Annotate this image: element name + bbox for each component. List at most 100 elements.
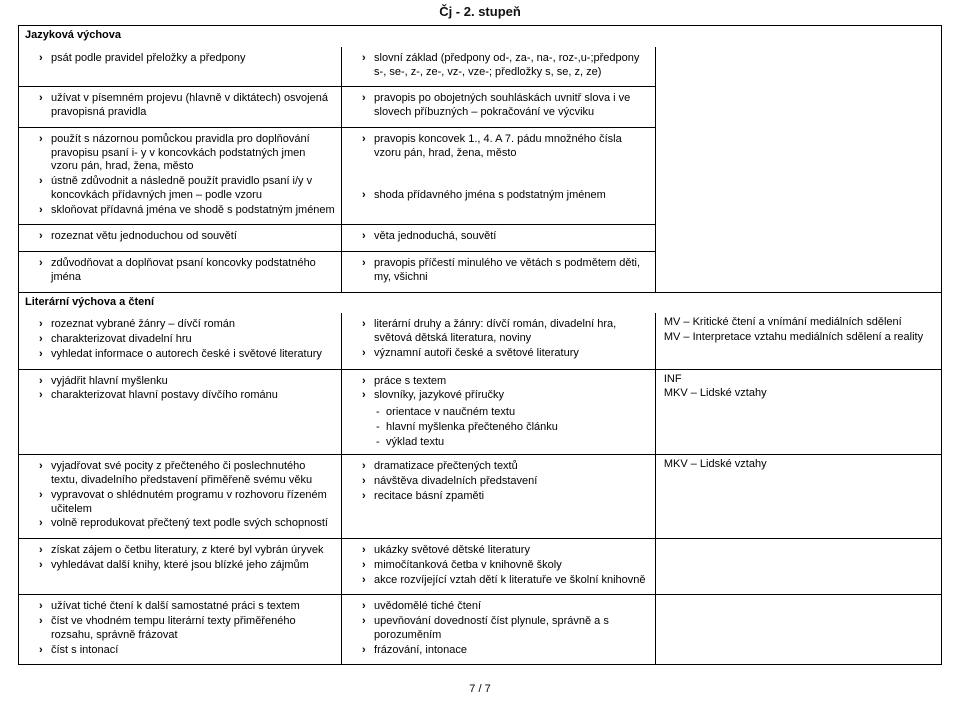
- bullet-list: orientace v naučném textuhlavní myšlenka…: [348, 406, 649, 450]
- cell-topics: věta jednoduchá, souvětí: [342, 225, 656, 252]
- bullet-list: literární druhy a žánry: dívčí román, di…: [348, 318, 649, 361]
- doc-header: Čj - 2. stupeň: [18, 4, 942, 19]
- plain-line: MKV – Lidské vztahy: [664, 458, 935, 473]
- bullet-item: slovníky, jazykové příručky: [362, 389, 649, 404]
- cell-outcomes: rozeznat větu jednoduchou od souvětí: [19, 225, 342, 252]
- page-number: 7 / 7: [18, 683, 942, 695]
- plain-line: MKV – Lidské vztahy: [664, 387, 935, 402]
- bullet-item: ukázky světové dětské literatury: [362, 544, 649, 559]
- bullet-item: vyhledat informace o autorech české i sv…: [39, 348, 335, 363]
- bullet-item: rozeznat větu jednoduchou od souvětí: [39, 230, 335, 245]
- bullet-item: významní autoři české a světové literatu…: [362, 347, 649, 362]
- bullet-item: literární druhy a žánry: dívčí román, di…: [362, 318, 649, 347]
- bullet-list: práce s textemslovníky, jazykové příručk…: [348, 375, 649, 405]
- plain-lines: MKV – Lidské vztahy: [662, 458, 935, 473]
- bullet-item: vyjadřovat své pocity z přečteného či po…: [39, 460, 335, 489]
- bullet-item: mimočítanková četba v knihovně školy: [362, 559, 649, 574]
- bullet-list: použít s názornou pomůckou pravidla pro …: [25, 133, 335, 219]
- cell-topics: práce s textemslovníky, jazykové příručk…: [342, 369, 656, 455]
- cell-topics: ukázky světové dětské literaturymimočíta…: [342, 539, 656, 595]
- cell-crosslinks: MV – Kritické čtení a vnímání mediálních…: [655, 313, 941, 369]
- section-heading: Literární výchova a čtení: [19, 292, 942, 313]
- bullet-item: upevňování dovedností číst plynule, sprá…: [362, 615, 649, 644]
- plain-lines: INFMKV – Lidské vztahy: [662, 373, 935, 403]
- bullet-item: skloňovat přídavná jména ve shodě s pods…: [39, 204, 335, 219]
- bullet-item: věta jednoduchá, souvětí: [362, 230, 649, 245]
- cell-crosslinks: [655, 127, 941, 225]
- plain-line: MV – Interpretace vztahu mediálních sděl…: [664, 331, 935, 346]
- bullet-item: zdůvodňovat a doplňovat psaní koncovky p…: [39, 257, 335, 286]
- bullet-item: orientace v naučném textu: [376, 406, 649, 421]
- bullet-list: získat zájem o četbu literatury, z které…: [25, 544, 335, 574]
- bullet-list: věta jednoduchá, souvětí: [348, 230, 649, 245]
- bullet-item: práce s textem: [362, 375, 649, 390]
- bullet-item: akce rozvíjející vztah dětí k literatuře…: [362, 574, 649, 589]
- bullet-list: psát podle pravidel přeložky a předpony: [25, 52, 335, 67]
- bullet-item: pravopis příčestí minulého ve větách s p…: [362, 257, 649, 286]
- plain-line: MV – Kritické čtení a vnímání mediálních…: [664, 316, 935, 331]
- cell-crosslinks: [655, 225, 941, 252]
- cell-outcomes: použít s názornou pomůckou pravidla pro …: [19, 127, 342, 225]
- bullet-item: číst s intonací: [39, 644, 335, 659]
- cell-outcomes: užívat tiché čtení k další samostatné pr…: [19, 595, 342, 665]
- bullet-list: ukázky světové dětské literaturymimočíta…: [348, 544, 649, 588]
- cell-topics: dramatizace přečtených textůnávštěva div…: [342, 455, 656, 539]
- cell-crosslinks: INFMKV – Lidské vztahy: [655, 369, 941, 455]
- bullet-list: vyjádřit hlavní myšlenkucharakterizovat …: [25, 375, 335, 405]
- cell-topics: literární druhy a žánry: dívčí román, di…: [342, 313, 656, 369]
- cell-crosslinks: [655, 47, 941, 87]
- cell-crosslinks: [655, 539, 941, 595]
- bullet-item: volně reprodukovat přečtený text podle s…: [39, 517, 335, 532]
- cell-outcomes: užívat v písemném projevu (hlavně v dikt…: [19, 87, 342, 128]
- curriculum-table: Jazyková výchova psát podle pravidel přel…: [18, 25, 942, 665]
- bullet-item: pravopis koncovek 1., 4. A 7. pádu množn…: [362, 133, 649, 162]
- plain-line: INF: [664, 373, 935, 388]
- bullet-item: charakterizovat hlavní postavy dívčího r…: [39, 389, 335, 404]
- bullet-item: psát podle pravidel přeložky a předpony: [39, 52, 335, 67]
- bullet-list: pravopis koncovek 1., 4. A 7. pádu množn…: [348, 133, 649, 204]
- cell-outcomes: zdůvodňovat a doplňovat psaní koncovky p…: [19, 252, 342, 293]
- bullet-item: použít s názornou pomůckou pravidla pro …: [39, 133, 335, 175]
- bullet-list: vyjadřovat své pocity z přečteného či po…: [25, 460, 335, 532]
- bullet-item: vypravovat o shlédnutém programu v rozho…: [39, 489, 335, 518]
- bullet-list: zdůvodňovat a doplňovat psaní koncovky p…: [25, 257, 335, 286]
- cell-outcomes: vyjadřovat své pocity z přečteného či po…: [19, 455, 342, 539]
- bullet-item: uvědomělé tiché čtení: [362, 600, 649, 615]
- cell-topics: pravopis příčestí minulého ve větách s p…: [342, 252, 656, 293]
- section-heading: Jazyková výchova: [19, 26, 942, 47]
- cell-topics: uvědomělé tiché čteníupevňování dovednos…: [342, 595, 656, 665]
- bullet-item: frázování, intonace: [362, 644, 649, 659]
- bullet-item: návštěva divadelních představení: [362, 475, 649, 490]
- cell-topics: pravopis po obojetných souhláskách uvnit…: [342, 87, 656, 128]
- bullet-list: rozeznat větu jednoduchou od souvětí: [25, 230, 335, 245]
- cell-outcomes: rozeznat vybrané žánry – dívčí románchar…: [19, 313, 342, 369]
- bullet-item: vyhledávat další knihy, které jsou blízk…: [39, 559, 335, 574]
- bullet-item: vyjádřit hlavní myšlenku: [39, 375, 335, 390]
- bullet-item: dramatizace přečtených textů: [362, 460, 649, 475]
- bullet-item: výklad textu: [376, 436, 649, 451]
- cell-crosslinks: MKV – Lidské vztahy: [655, 455, 941, 539]
- bullet-item: pravopis po obojetných souhláskách uvnit…: [362, 92, 649, 121]
- bullet-item: získat zájem o četbu literatury, z které…: [39, 544, 335, 559]
- bullet-list: dramatizace přečtených textůnávštěva div…: [348, 460, 649, 504]
- plain-lines: MV – Kritické čtení a vnímání mediálních…: [662, 316, 935, 346]
- bullet-item: ústně zdůvodnit a následně použít pravid…: [39, 175, 335, 204]
- cell-outcomes: získat zájem o četbu literatury, z které…: [19, 539, 342, 595]
- bullet-list: uvědomělé tiché čteníupevňování dovednos…: [348, 600, 649, 658]
- cell-crosslinks: [655, 87, 941, 128]
- bullet-item: charakterizovat divadelní hru: [39, 333, 335, 348]
- bullet-item: recitace básní zpaměti: [362, 490, 649, 505]
- bullet-list: užívat v písemném projevu (hlavně v dikt…: [25, 92, 335, 121]
- bullet-item: slovní základ (předpony od-, za-, na-, r…: [362, 52, 649, 81]
- cell-crosslinks: [655, 252, 941, 293]
- cell-crosslinks: [655, 595, 941, 665]
- bullet-item: užívat v písemném projevu (hlavně v dikt…: [39, 92, 335, 121]
- cell-topics: pravopis koncovek 1., 4. A 7. pádu množn…: [342, 127, 656, 225]
- cell-outcomes: psát podle pravidel přeložky a předpony: [19, 47, 342, 87]
- bullet-item: rozeznat vybrané žánry – dívčí román: [39, 318, 335, 333]
- cell-topics: slovní základ (předpony od-, za-, na-, r…: [342, 47, 656, 87]
- bullet-item: hlavní myšlenka přečteného článku: [376, 421, 649, 436]
- bullet-list: pravopis po obojetných souhláskách uvnit…: [348, 92, 649, 121]
- bullet-item: shoda přídavného jména s podstatným jmén…: [362, 189, 649, 204]
- bullet-list: užívat tiché čtení k další samostatné pr…: [25, 600, 335, 658]
